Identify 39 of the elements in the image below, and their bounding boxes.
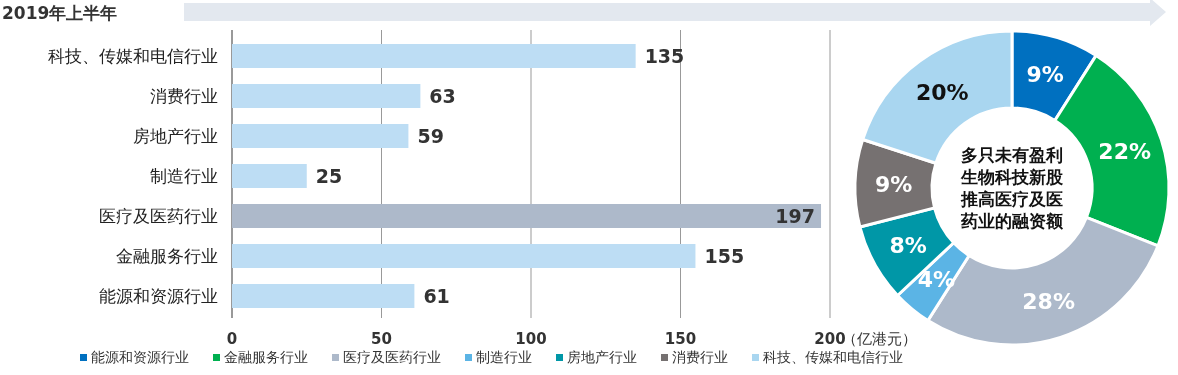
y-tick-label: 金融服务行业 — [116, 246, 218, 266]
bar — [232, 244, 696, 268]
data-label: 135 — [644, 45, 685, 67]
data-label: 61 — [423, 285, 450, 307]
legend-label: 医疗及医药行业 — [343, 349, 441, 365]
data-label: 25 — [315, 165, 343, 187]
data-label: 20% — [916, 80, 969, 106]
y-tick-label: 能源和资源行业 — [99, 286, 218, 306]
y-tick-label: 房地产行业 — [133, 126, 218, 146]
x-tick-label: 150 — [664, 330, 697, 348]
y-tick-label: 消费行业 — [150, 86, 218, 106]
legend-label: 金融服务行业 — [224, 349, 308, 365]
bar — [232, 284, 415, 308]
data-label: 22% — [1098, 139, 1152, 165]
data-label: 28% — [1022, 288, 1075, 314]
bar — [232, 124, 409, 148]
bar — [232, 204, 822, 228]
data-label: 197 — [775, 205, 816, 227]
data-label: 9% — [874, 172, 913, 198]
legend-label: 制造行业 — [476, 349, 532, 365]
data-label: 155 — [704, 245, 745, 267]
x-tick-label: 0 — [226, 330, 238, 348]
y-tick-label: 科技、传媒和电信行业 — [48, 46, 218, 66]
data-label: 59 — [417, 125, 444, 147]
bar — [232, 164, 307, 188]
data-label: 63 — [429, 85, 456, 107]
data-label: 9% — [1026, 62, 1064, 88]
text: 多只未有盈利生物科技新股推高医疗及医药业的融资额 — [960, 145, 1064, 231]
bar — [232, 44, 636, 68]
legend-label: 消费行业 — [672, 349, 728, 365]
y-tick-label: 医疗及医药行业 — [99, 206, 218, 226]
x-tick-label: 100 — [515, 330, 547, 348]
legend-label: 房地产行业 — [567, 349, 637, 365]
y-tick-label: 制造行业 — [150, 166, 218, 186]
x-tick-label: 50 — [371, 330, 392, 348]
text: 2019年上半年 — [2, 3, 118, 23]
legend-label: 科技、传媒和电信行业 — [763, 349, 903, 365]
bar — [232, 84, 421, 108]
data-label: 8% — [889, 233, 927, 259]
